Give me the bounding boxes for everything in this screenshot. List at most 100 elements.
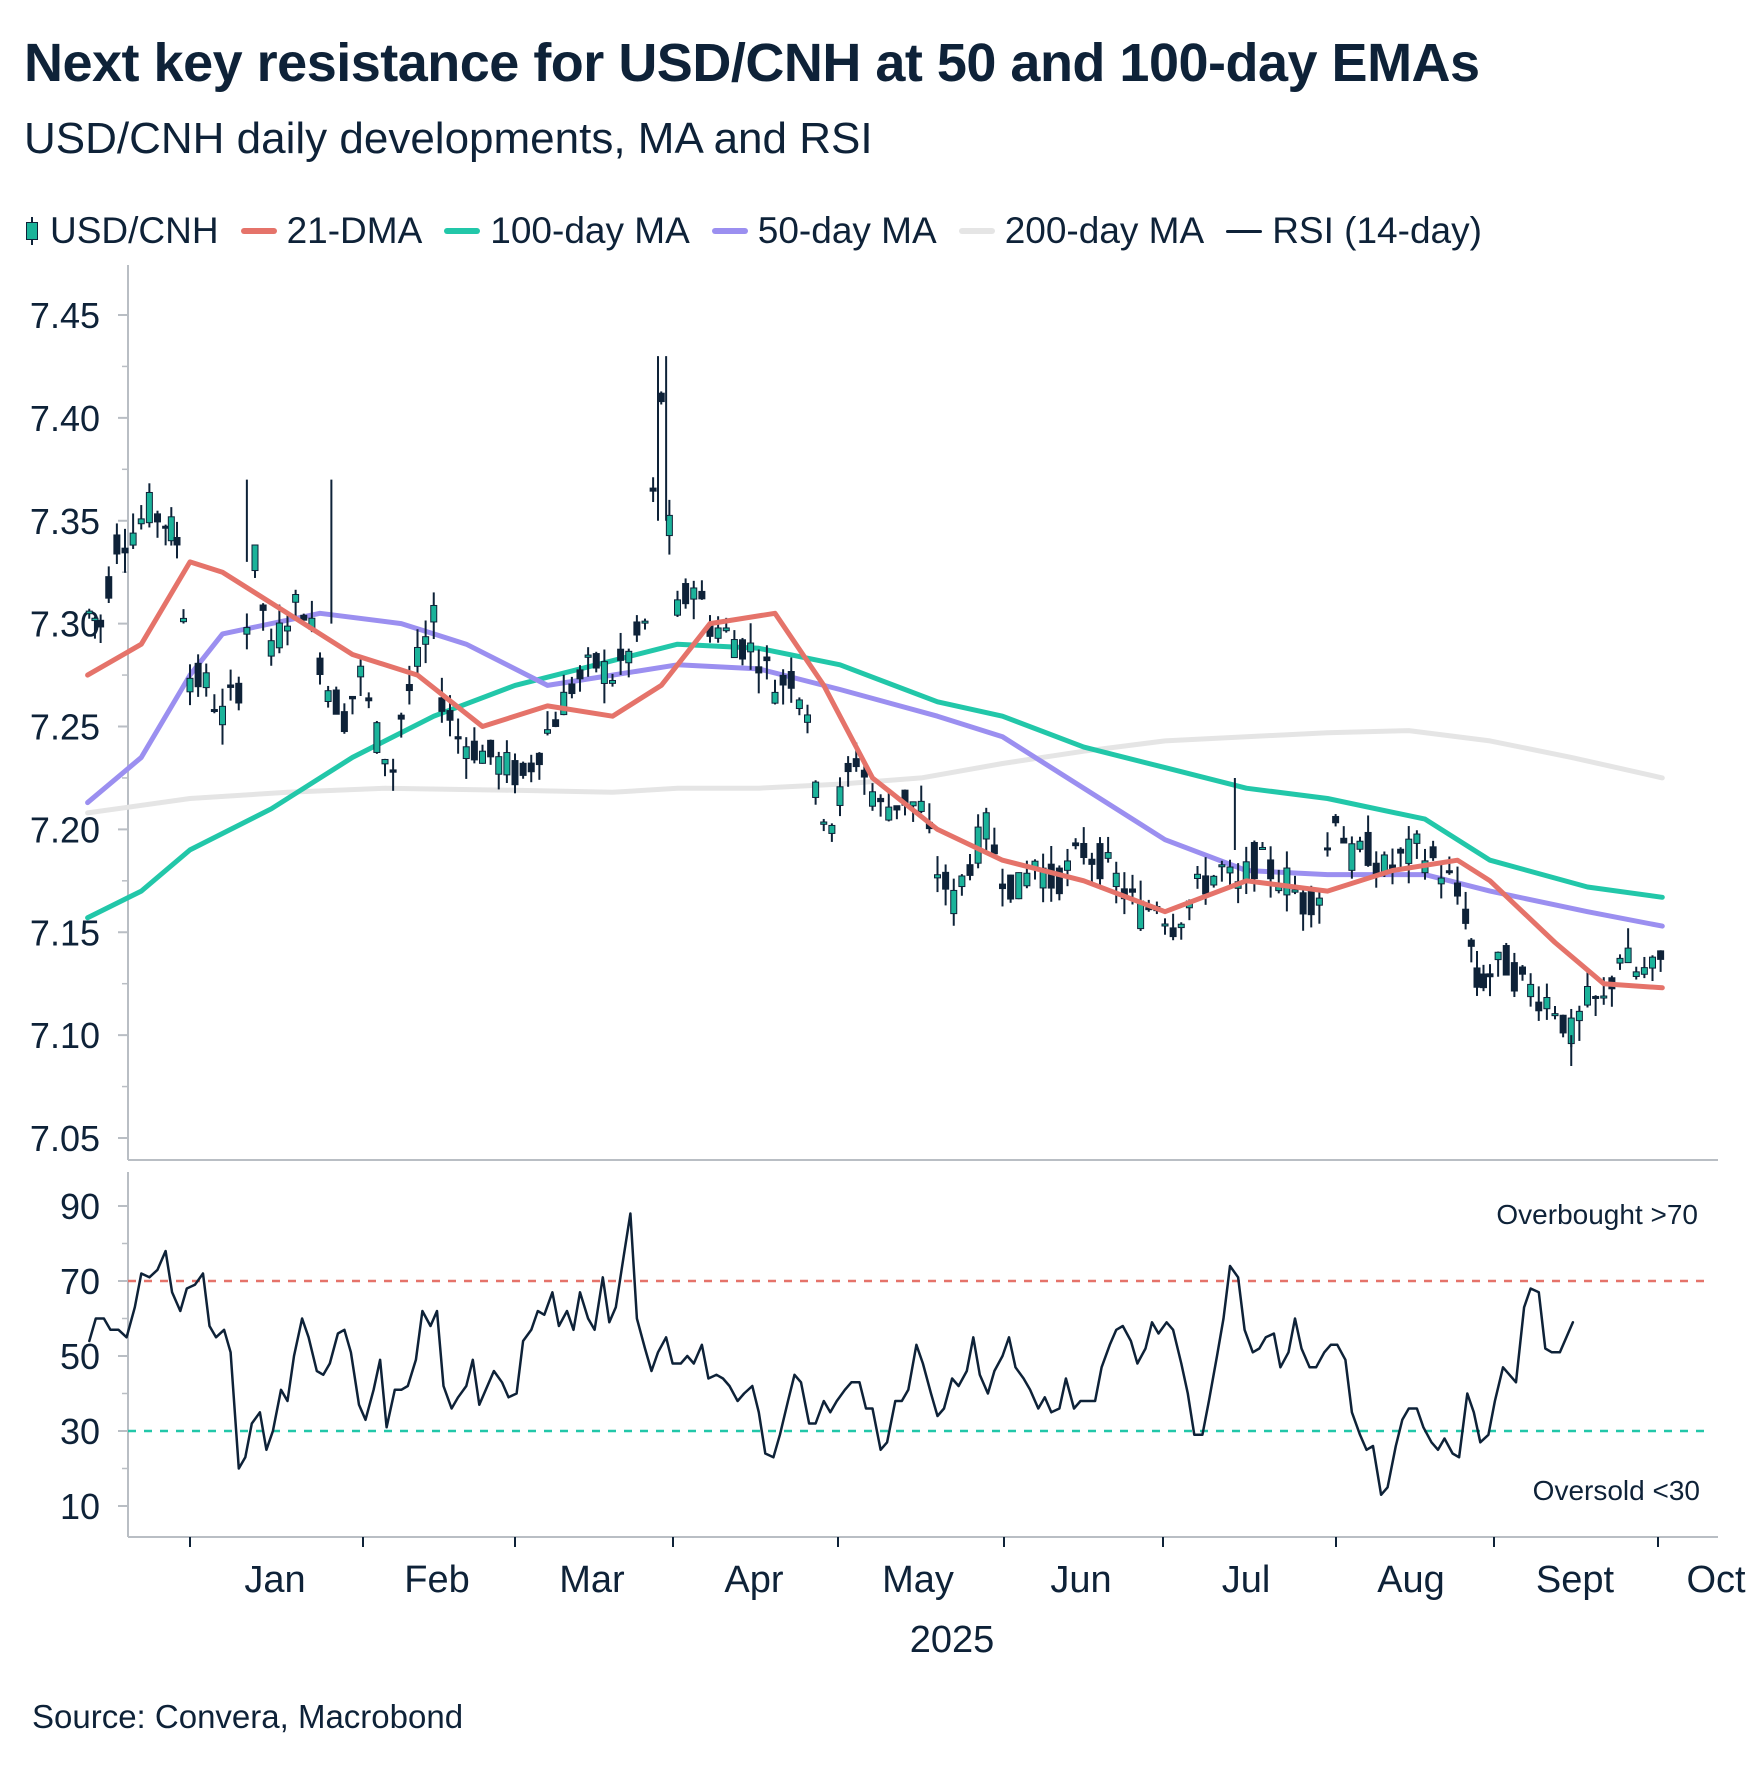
candle-body (584, 654, 592, 658)
candle-body (210, 709, 218, 713)
candle-body (552, 719, 560, 727)
candle-body (1575, 1010, 1583, 1022)
candle-body (202, 672, 210, 689)
candle-body (324, 690, 332, 702)
candle-body (162, 525, 170, 529)
candle-body (129, 532, 137, 546)
candle-body (1640, 967, 1648, 975)
candle-body (1055, 867, 1063, 895)
candle-body (194, 662, 202, 688)
candle-body (771, 691, 779, 704)
candle-body (657, 392, 665, 403)
candle-body (300, 614, 308, 621)
source-note: Source: Convera, Macrobond (32, 1698, 464, 1735)
candle-body (397, 714, 405, 720)
rsi-y-tick-label: 10 (60, 1486, 100, 1527)
candle-body (292, 594, 300, 603)
rsi-y-tick-label: 70 (60, 1261, 100, 1302)
candle-body (97, 619, 105, 628)
x-tick-label-jun: Jun (1050, 1559, 1111, 1601)
candle-body (1649, 956, 1656, 969)
candle-body (349, 695, 356, 700)
candle-body (1486, 973, 1494, 978)
candle-body (145, 491, 153, 524)
x-tick-label-jul: Jul (1222, 1559, 1271, 1601)
candle-body (1129, 888, 1136, 893)
candle-body (462, 746, 470, 760)
candle-body (414, 646, 421, 667)
candle-body (1202, 875, 1210, 895)
candle-body (917, 800, 925, 812)
candle-body (714, 627, 722, 639)
candle-body (430, 604, 438, 623)
candle-body (649, 487, 657, 492)
candle-body (1210, 875, 1218, 886)
candle-body (787, 671, 795, 689)
legend-label: 50-day MA (757, 210, 937, 251)
candle-body (1250, 841, 1258, 880)
candle-body (1364, 831, 1372, 866)
candle-body (1462, 908, 1470, 924)
candle-body (1080, 843, 1088, 859)
candle-body (1454, 882, 1461, 897)
candle-body (243, 627, 251, 635)
price-y-tick-label: 7.35 (30, 501, 100, 542)
candle-body (722, 627, 730, 632)
legend-swatch (240, 228, 277, 234)
ma21-line (85, 559, 1665, 991)
candle-body (1218, 864, 1226, 868)
candle-body (1169, 927, 1177, 938)
candle-body (747, 642, 755, 653)
candle-body (1510, 962, 1518, 992)
candle-body (1307, 889, 1315, 916)
legend-item-rsi-14-day: RSI (14-day) (1226, 210, 1482, 252)
candle-body (1177, 923, 1185, 929)
candle-body (1015, 872, 1023, 900)
candle-body (568, 683, 576, 695)
candle-body (85, 610, 93, 615)
candle-body (877, 797, 885, 803)
candle-body (454, 736, 462, 740)
price-y-tick-label: 7.10 (30, 1015, 100, 1056)
candle-body (804, 714, 811, 723)
candle-body (1624, 947, 1632, 964)
candle-body (763, 656, 771, 662)
candle-body (958, 875, 966, 888)
candle-body (227, 684, 235, 688)
candle-body (267, 640, 275, 657)
legend-label: USD/CNH (50, 210, 219, 251)
candle-body (739, 639, 746, 660)
candle-body (1340, 837, 1348, 844)
candle-body (1096, 843, 1104, 880)
candle-body (934, 874, 941, 879)
candle-body (422, 636, 430, 645)
candle-body (495, 756, 503, 775)
candle-body (1616, 957, 1624, 964)
candle-body (373, 722, 381, 753)
price-y-tick-label: 7.05 (30, 1118, 100, 1159)
candle-body (730, 639, 738, 659)
rsi-y-tick-label: 30 (60, 1411, 100, 1452)
chart-subtitle: USD/CNH daily developments, MA and RSI (24, 114, 873, 163)
candle-body (617, 648, 625, 661)
candle-body (966, 864, 974, 876)
rsi-y-tick-label: 90 (60, 1186, 100, 1227)
candle-body (576, 669, 584, 680)
candle-body (332, 689, 340, 715)
x-axis-year-label: 2025 (910, 1619, 995, 1661)
candle-body (682, 583, 690, 605)
legend-label: RSI (14-day) (1272, 210, 1482, 251)
candle-body (1559, 1014, 1567, 1034)
candle-body (1592, 995, 1600, 999)
candle-body (113, 534, 121, 555)
candle-body (1519, 966, 1526, 975)
candle-body (438, 697, 446, 712)
x-tick-label-aug: Aug (1377, 1559, 1445, 1601)
candle-body (180, 617, 187, 623)
candle-body (950, 889, 958, 915)
x-tick-label-apr: Apr (724, 1559, 783, 1601)
candle-body (544, 729, 551, 734)
candle-body (1445, 870, 1453, 874)
candle-body (381, 758, 389, 765)
